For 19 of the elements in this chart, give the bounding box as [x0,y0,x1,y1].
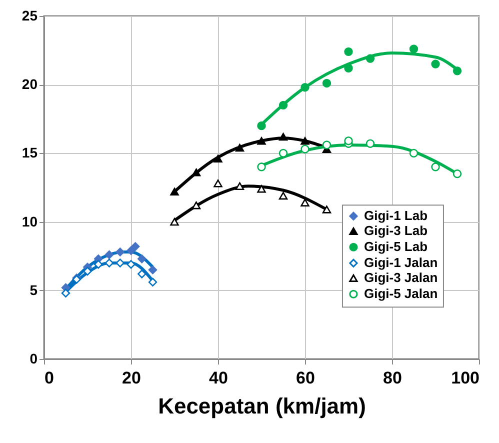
y-tick-label: 0 [30,350,38,366]
legend-label: Gigi-1 Lab [364,208,428,224]
legend-label: Gigi-3 Lab [364,223,428,238]
x-tick-label: 100 [451,368,480,388]
y-tick-label: 15 [22,144,38,161]
x-tick-label: 0 [44,368,54,388]
legend-label: Gigi-1 Jalan [364,255,438,270]
y-tick-label: 10 [22,213,38,230]
y-tick-label: 20 [22,76,38,92]
x-tick-label: 60 [296,368,315,388]
x-axis-title: Kecepatan (km/jam) [158,394,366,418]
y-tick-label: 25 [22,8,38,24]
x-tick-label: 80 [383,368,402,388]
legend-label: Gigi-5 Lab [364,239,428,254]
y-tick-label: 5 [30,282,38,298]
x-tick-label: 20 [122,368,141,388]
legend-label: Gigi-3 Jalan [364,270,438,286]
x-tick-label: 40 [209,368,228,388]
legend-label: Gigi-5 Jalan [364,286,438,302]
